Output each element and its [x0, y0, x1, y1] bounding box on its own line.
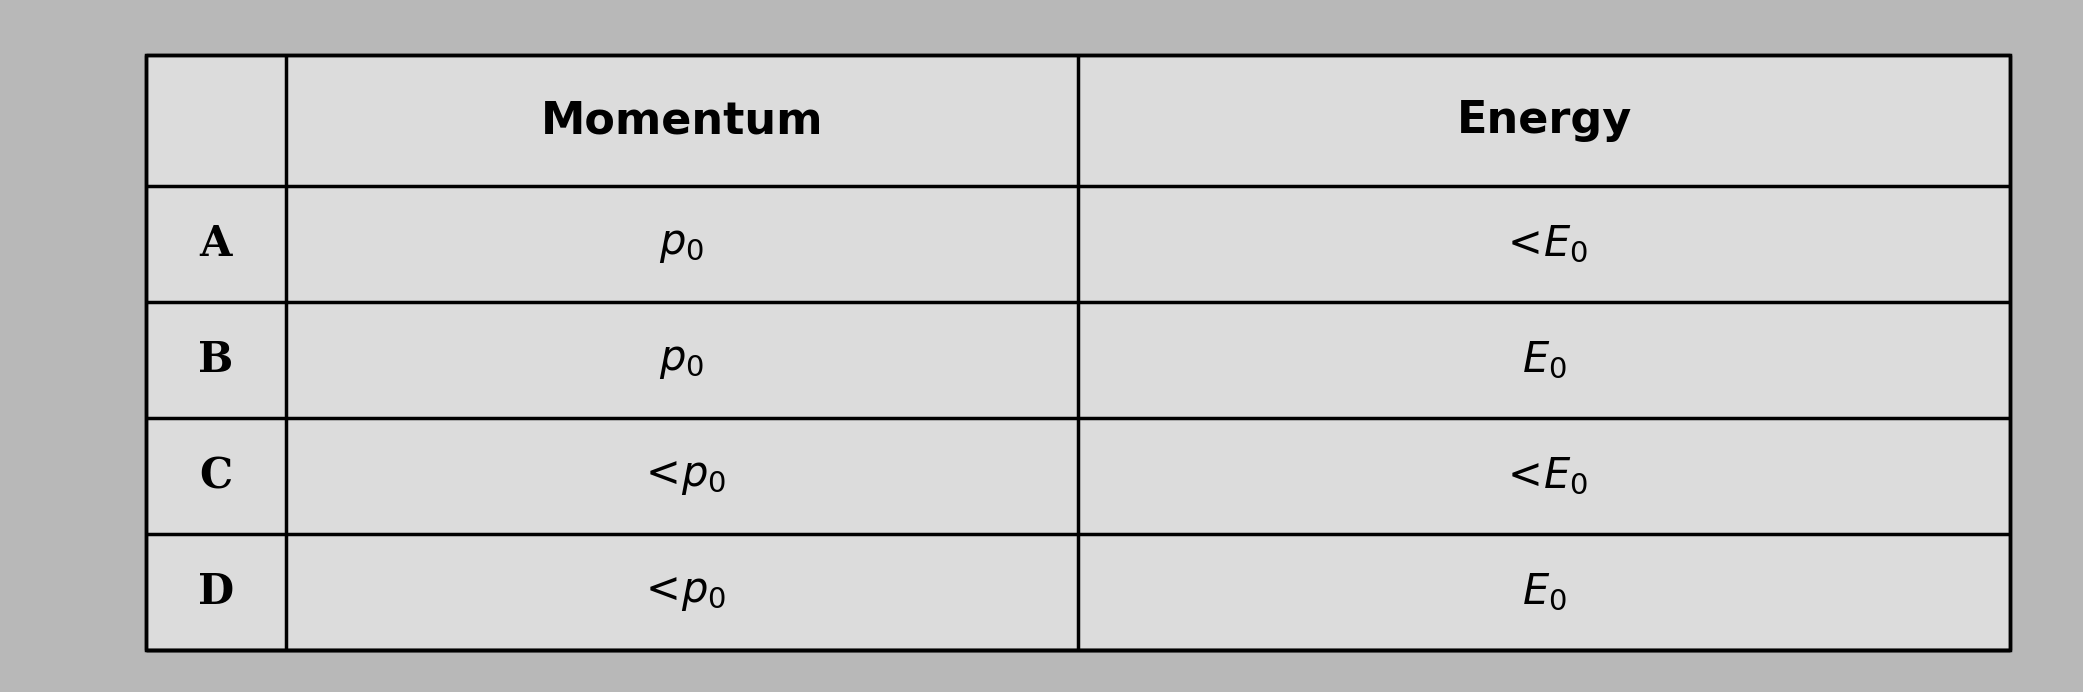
Text: $E_0$: $E_0$ — [1521, 339, 1566, 381]
Text: Momentum: Momentum — [542, 100, 823, 143]
Text: $E_0$: $E_0$ — [1521, 572, 1566, 613]
Text: $<\!p_0$: $<\!p_0$ — [637, 455, 727, 498]
Text: $p_0$: $p_0$ — [658, 224, 704, 265]
Text: $<\!p_0$: $<\!p_0$ — [637, 572, 727, 613]
Text: A: A — [200, 224, 231, 265]
Text: C: C — [200, 455, 233, 498]
Text: $p_0$: $p_0$ — [658, 339, 704, 381]
FancyBboxPatch shape — [146, 55, 2010, 650]
Text: $<\!E_0$: $<\!E_0$ — [1500, 455, 1589, 498]
Text: D: D — [198, 572, 233, 613]
Text: Energy: Energy — [1456, 100, 1631, 143]
Text: B: B — [198, 339, 233, 381]
Text: $<\!E_0$: $<\!E_0$ — [1500, 224, 1589, 265]
